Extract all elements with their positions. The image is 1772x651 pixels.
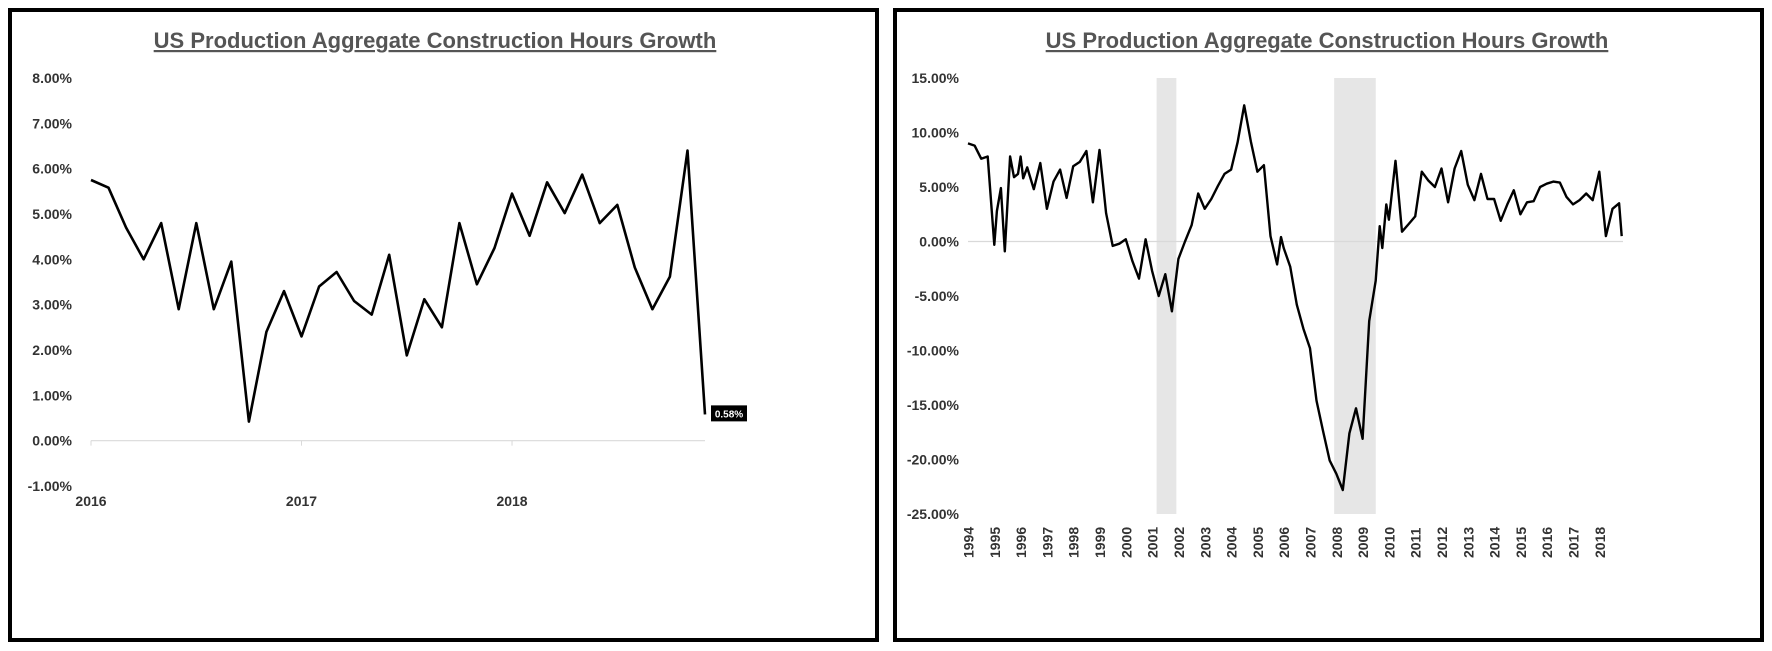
y-tick-label: 5.00% (32, 206, 72, 222)
y-tick-label: 6.00% (32, 161, 72, 177)
x-tick-label: 2002 (1171, 527, 1187, 558)
y-tick-label: 1.00% (32, 387, 72, 403)
x-tick-label: 2016 (1539, 527, 1555, 558)
x-tick-label: 2009 (1355, 527, 1371, 558)
x-tick-label: 2014 (1487, 527, 1503, 558)
x-tick-label: 2013 (1460, 527, 1476, 558)
y-tick-label: 2.00% (32, 342, 72, 358)
y-tick-label: -25.00% (907, 506, 960, 522)
x-tick-label: 2007 (1302, 527, 1318, 558)
x-tick-label: 1999 (1092, 527, 1108, 558)
y-tick-label: 0.00% (32, 433, 72, 449)
x-tick-label: 1995 (987, 527, 1003, 558)
x-tick-label: 2011 (1408, 527, 1424, 558)
recession-band (1156, 78, 1177, 514)
x-tick-label: 2001 (1145, 527, 1161, 558)
x-tick-label: 2000 (1118, 527, 1134, 558)
chart-svg-right: US Production Aggregate Construction Hou… (907, 28, 1623, 558)
y-tick-label: -10.00% (907, 343, 960, 359)
series-line (90, 149, 707, 423)
y-tick-label: -20.00% (907, 452, 960, 468)
last-value-label: 0.58% (711, 405, 747, 422)
x-tick-label: 1996 (1013, 527, 1029, 558)
x-tick-label: 1998 (1066, 527, 1082, 558)
x-tick-label: 2006 (1276, 527, 1292, 558)
x-tick-label: 2017 (286, 493, 317, 509)
y-tick-label: 5.00% (919, 179, 959, 195)
series-right (967, 104, 1623, 492)
x-tick-label: 2016 (75, 493, 106, 509)
x-tick-label: 2008 (1329, 527, 1345, 558)
svg-text:0.58%: 0.58% (715, 409, 743, 420)
chart-title: US Production Aggregate Construction Hou… (154, 28, 717, 53)
x-tick-label: 1997 (1039, 527, 1055, 558)
y-tick-label: -15.00% (907, 397, 960, 413)
x-axis-left: 2016 2017 2018 (75, 440, 705, 509)
x-tick-label: 2017 (1566, 527, 1582, 558)
y-tick-label: 3.00% (32, 297, 72, 313)
recession-shading (1156, 78, 1376, 514)
x-tick-label: 2005 (1250, 527, 1266, 558)
y-tick-label: -1.00% (28, 478, 73, 494)
y-tick-label: 10.00% (912, 125, 960, 141)
y-tick-label: 4.00% (32, 251, 72, 267)
y-tick-label: -5.00% (915, 288, 960, 304)
y-tick-label: 0.00% (919, 234, 959, 250)
chart-panel-left: US Production Aggregate Construction Hou… (8, 8, 879, 642)
x-tick-label: 1994 (961, 527, 977, 558)
y-axis-left: 8.00% 7.00% 6.00% 5.00% 4.00% 3.00% 2.00% 1.00%… (28, 70, 73, 494)
x-tick-label: 2015 (1513, 527, 1529, 558)
chart-title: US Production Aggregate Construction Hou… (1046, 28, 1609, 53)
x-tick-label: 2018 (496, 493, 527, 509)
x-tick-label: 2012 (1434, 527, 1450, 558)
chart-panel-right: US Production Aggregate Construction Hou… (893, 8, 1764, 642)
y-tick-label: 8.00% (32, 70, 72, 86)
x-tick-label: 2004 (1224, 527, 1240, 558)
x-tick-label: 2003 (1197, 527, 1213, 558)
chart-svg-left: US Production Aggregate Construction Hou… (28, 28, 747, 509)
y-tick-label: 7.00% (32, 115, 72, 131)
x-tick-label: 2018 (1592, 527, 1608, 558)
series-line (967, 104, 1623, 492)
x-axis-right: 1994 1995 1996 1997 1998 1999 2000 2001 2002 2003… (961, 240, 1623, 558)
x-tick-label: 2010 (1381, 527, 1397, 558)
series-left: 0.58% (90, 149, 747, 423)
y-axis-right: 15.00% 10.00% 5.00% 0.00% -5.00% -10.00% -15.0… (907, 70, 960, 522)
y-tick-label: 15.00% (912, 70, 960, 86)
recession-band (1334, 78, 1376, 514)
